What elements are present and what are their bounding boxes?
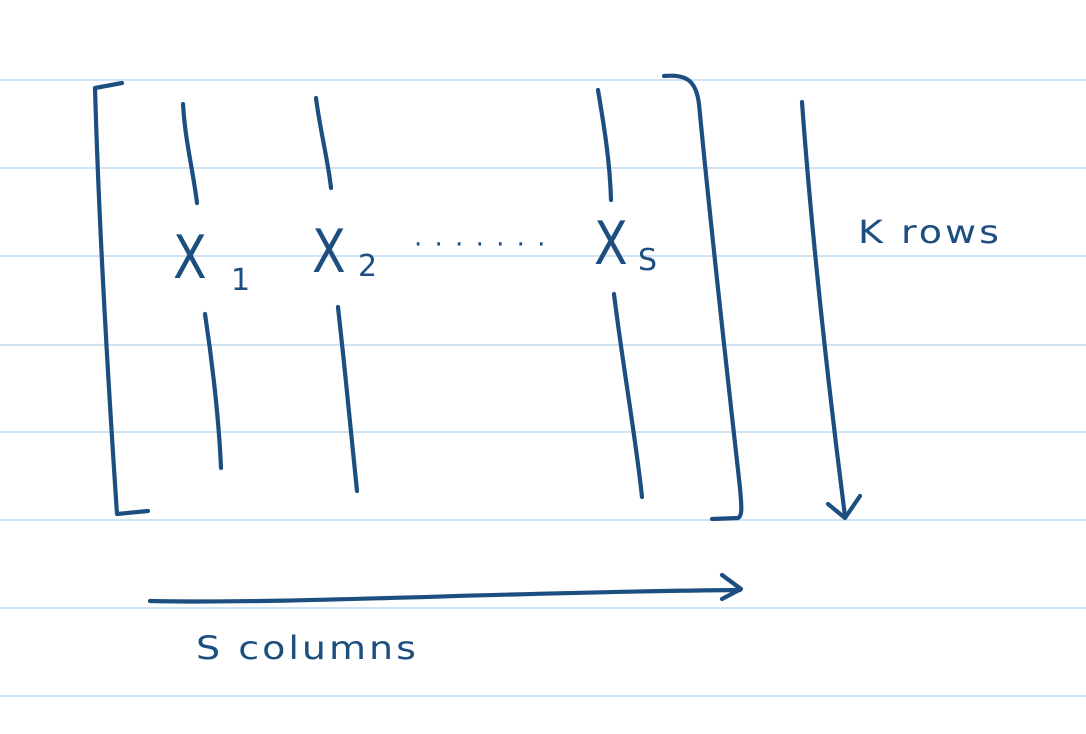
left-bracket xyxy=(92,80,151,517)
column-2-subscript: 2 xyxy=(358,249,378,284)
column-2-label: X xyxy=(312,217,346,287)
column-s-subscript: S xyxy=(638,243,658,278)
columns-arrow-shaft xyxy=(147,587,743,604)
column-2-top-stroke xyxy=(313,95,334,191)
ellipsis: · · · · · · · xyxy=(414,230,548,260)
rows-arrow-shaft xyxy=(799,99,848,519)
columns-arrowhead-icon xyxy=(719,572,744,602)
ink-strokes xyxy=(92,73,863,604)
right-bracket xyxy=(661,73,744,522)
columns-label: S columns xyxy=(196,629,419,667)
column-1-bottom-stroke xyxy=(202,311,224,471)
column-s-top-stroke xyxy=(595,87,614,203)
column-s-label: X xyxy=(594,209,628,279)
column-1-label: X xyxy=(173,223,207,293)
ruled-lines xyxy=(0,79,1086,697)
column-2-bottom-stroke xyxy=(335,304,360,494)
column-1-top-stroke xyxy=(180,101,200,206)
column-1-subscript: 1 xyxy=(231,263,251,298)
rows-label: K rows xyxy=(858,213,1002,251)
rows-arrowhead-icon xyxy=(825,493,863,521)
column-s-bottom-stroke xyxy=(611,291,645,500)
